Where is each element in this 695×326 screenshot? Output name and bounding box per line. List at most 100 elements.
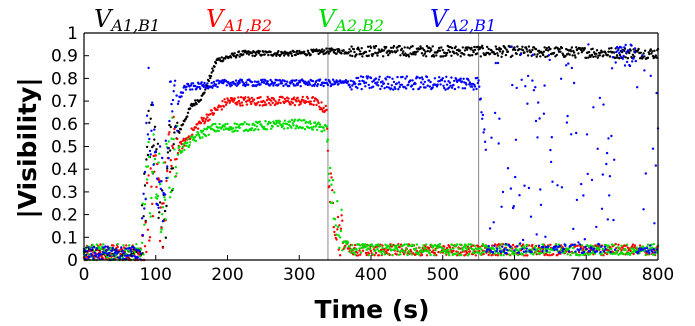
data-point bbox=[346, 241, 350, 244]
y-tick-label: 0 bbox=[67, 251, 78, 271]
data-point bbox=[624, 56, 627, 59]
data-point bbox=[583, 47, 586, 50]
data-point bbox=[158, 183, 162, 186]
data-point bbox=[369, 247, 372, 250]
data-point bbox=[146, 153, 150, 157]
data-point bbox=[499, 254, 503, 257]
data-point bbox=[356, 254, 360, 257]
data-point bbox=[438, 245, 441, 248]
data-point bbox=[602, 103, 605, 106]
data-point bbox=[106, 245, 109, 249]
data-point bbox=[199, 87, 202, 91]
data-point bbox=[405, 87, 408, 90]
data-point bbox=[414, 82, 417, 86]
data-point bbox=[364, 243, 367, 246]
data-point bbox=[405, 247, 408, 251]
data-point bbox=[359, 251, 363, 254]
data-point bbox=[212, 69, 215, 72]
data-point bbox=[204, 84, 207, 87]
data-point bbox=[511, 206, 515, 210]
data-point bbox=[145, 121, 148, 125]
data-point bbox=[87, 253, 90, 256]
data-point bbox=[629, 49, 632, 52]
data-point bbox=[360, 47, 363, 50]
data-point bbox=[619, 55, 622, 58]
data-point bbox=[100, 255, 104, 259]
data-point bbox=[439, 250, 442, 254]
data-point bbox=[397, 244, 400, 247]
data-point bbox=[579, 247, 582, 250]
data-point bbox=[333, 218, 337, 221]
data-point bbox=[228, 101, 231, 104]
data-point bbox=[151, 145, 154, 149]
data-point bbox=[444, 88, 447, 91]
data-point bbox=[149, 117, 152, 120]
data-point bbox=[326, 83, 330, 87]
data-point bbox=[178, 131, 181, 134]
data-point bbox=[143, 245, 147, 248]
data-point bbox=[506, 167, 510, 170]
data-point bbox=[491, 251, 495, 254]
data-point bbox=[196, 85, 199, 89]
data-point bbox=[429, 47, 432, 50]
legend-entry-2: VA2,B2 bbox=[318, 5, 384, 35]
data-point bbox=[146, 228, 150, 231]
data-point bbox=[620, 244, 623, 247]
data-point bbox=[353, 50, 356, 54]
data-point bbox=[182, 142, 185, 146]
data-point bbox=[196, 127, 200, 130]
data-point bbox=[425, 243, 428, 246]
data-point bbox=[305, 100, 308, 104]
data-point bbox=[349, 86, 352, 89]
data-point bbox=[562, 247, 566, 251]
data-point bbox=[156, 197, 159, 200]
data-point bbox=[330, 176, 333, 179]
data-point bbox=[374, 44, 378, 48]
data-point bbox=[148, 121, 151, 124]
data-point bbox=[237, 83, 240, 86]
data-point bbox=[120, 246, 123, 249]
data-point bbox=[194, 84, 197, 88]
data-point bbox=[358, 79, 361, 83]
data-point bbox=[337, 248, 340, 251]
data-point bbox=[131, 254, 134, 257]
data-point bbox=[90, 252, 93, 255]
data-point bbox=[422, 54, 425, 57]
data-point bbox=[336, 228, 339, 231]
data-point bbox=[250, 80, 254, 84]
data-point bbox=[404, 251, 407, 254]
data-point bbox=[398, 245, 401, 249]
data-point bbox=[280, 82, 284, 85]
data-point bbox=[387, 253, 390, 256]
data-point bbox=[269, 78, 272, 82]
data-point bbox=[153, 125, 157, 128]
data-point bbox=[123, 251, 126, 255]
data-point bbox=[585, 133, 589, 136]
data-point bbox=[128, 247, 132, 250]
data-point bbox=[118, 257, 122, 260]
data-point bbox=[570, 46, 574, 49]
data-point bbox=[283, 80, 287, 83]
data-point bbox=[555, 53, 558, 57]
y-tick-label: 0.8 bbox=[51, 69, 78, 89]
data-point bbox=[649, 74, 652, 78]
data-point bbox=[331, 189, 334, 192]
data-point bbox=[185, 85, 188, 89]
data-point bbox=[133, 247, 136, 250]
data-point bbox=[415, 251, 418, 254]
data-point bbox=[176, 129, 179, 132]
data-point bbox=[476, 52, 479, 55]
data-point bbox=[539, 251, 543, 255]
data-point bbox=[651, 246, 654, 249]
data-point bbox=[471, 54, 474, 57]
data-point bbox=[550, 136, 553, 139]
data-point bbox=[90, 254, 94, 257]
data-point bbox=[458, 254, 461, 257]
data-point bbox=[201, 129, 205, 132]
data-point bbox=[199, 137, 202, 140]
data-point bbox=[565, 64, 568, 67]
data-point bbox=[243, 121, 246, 124]
data-point bbox=[372, 253, 375, 256]
data-point bbox=[308, 83, 312, 86]
data-point bbox=[293, 96, 296, 99]
